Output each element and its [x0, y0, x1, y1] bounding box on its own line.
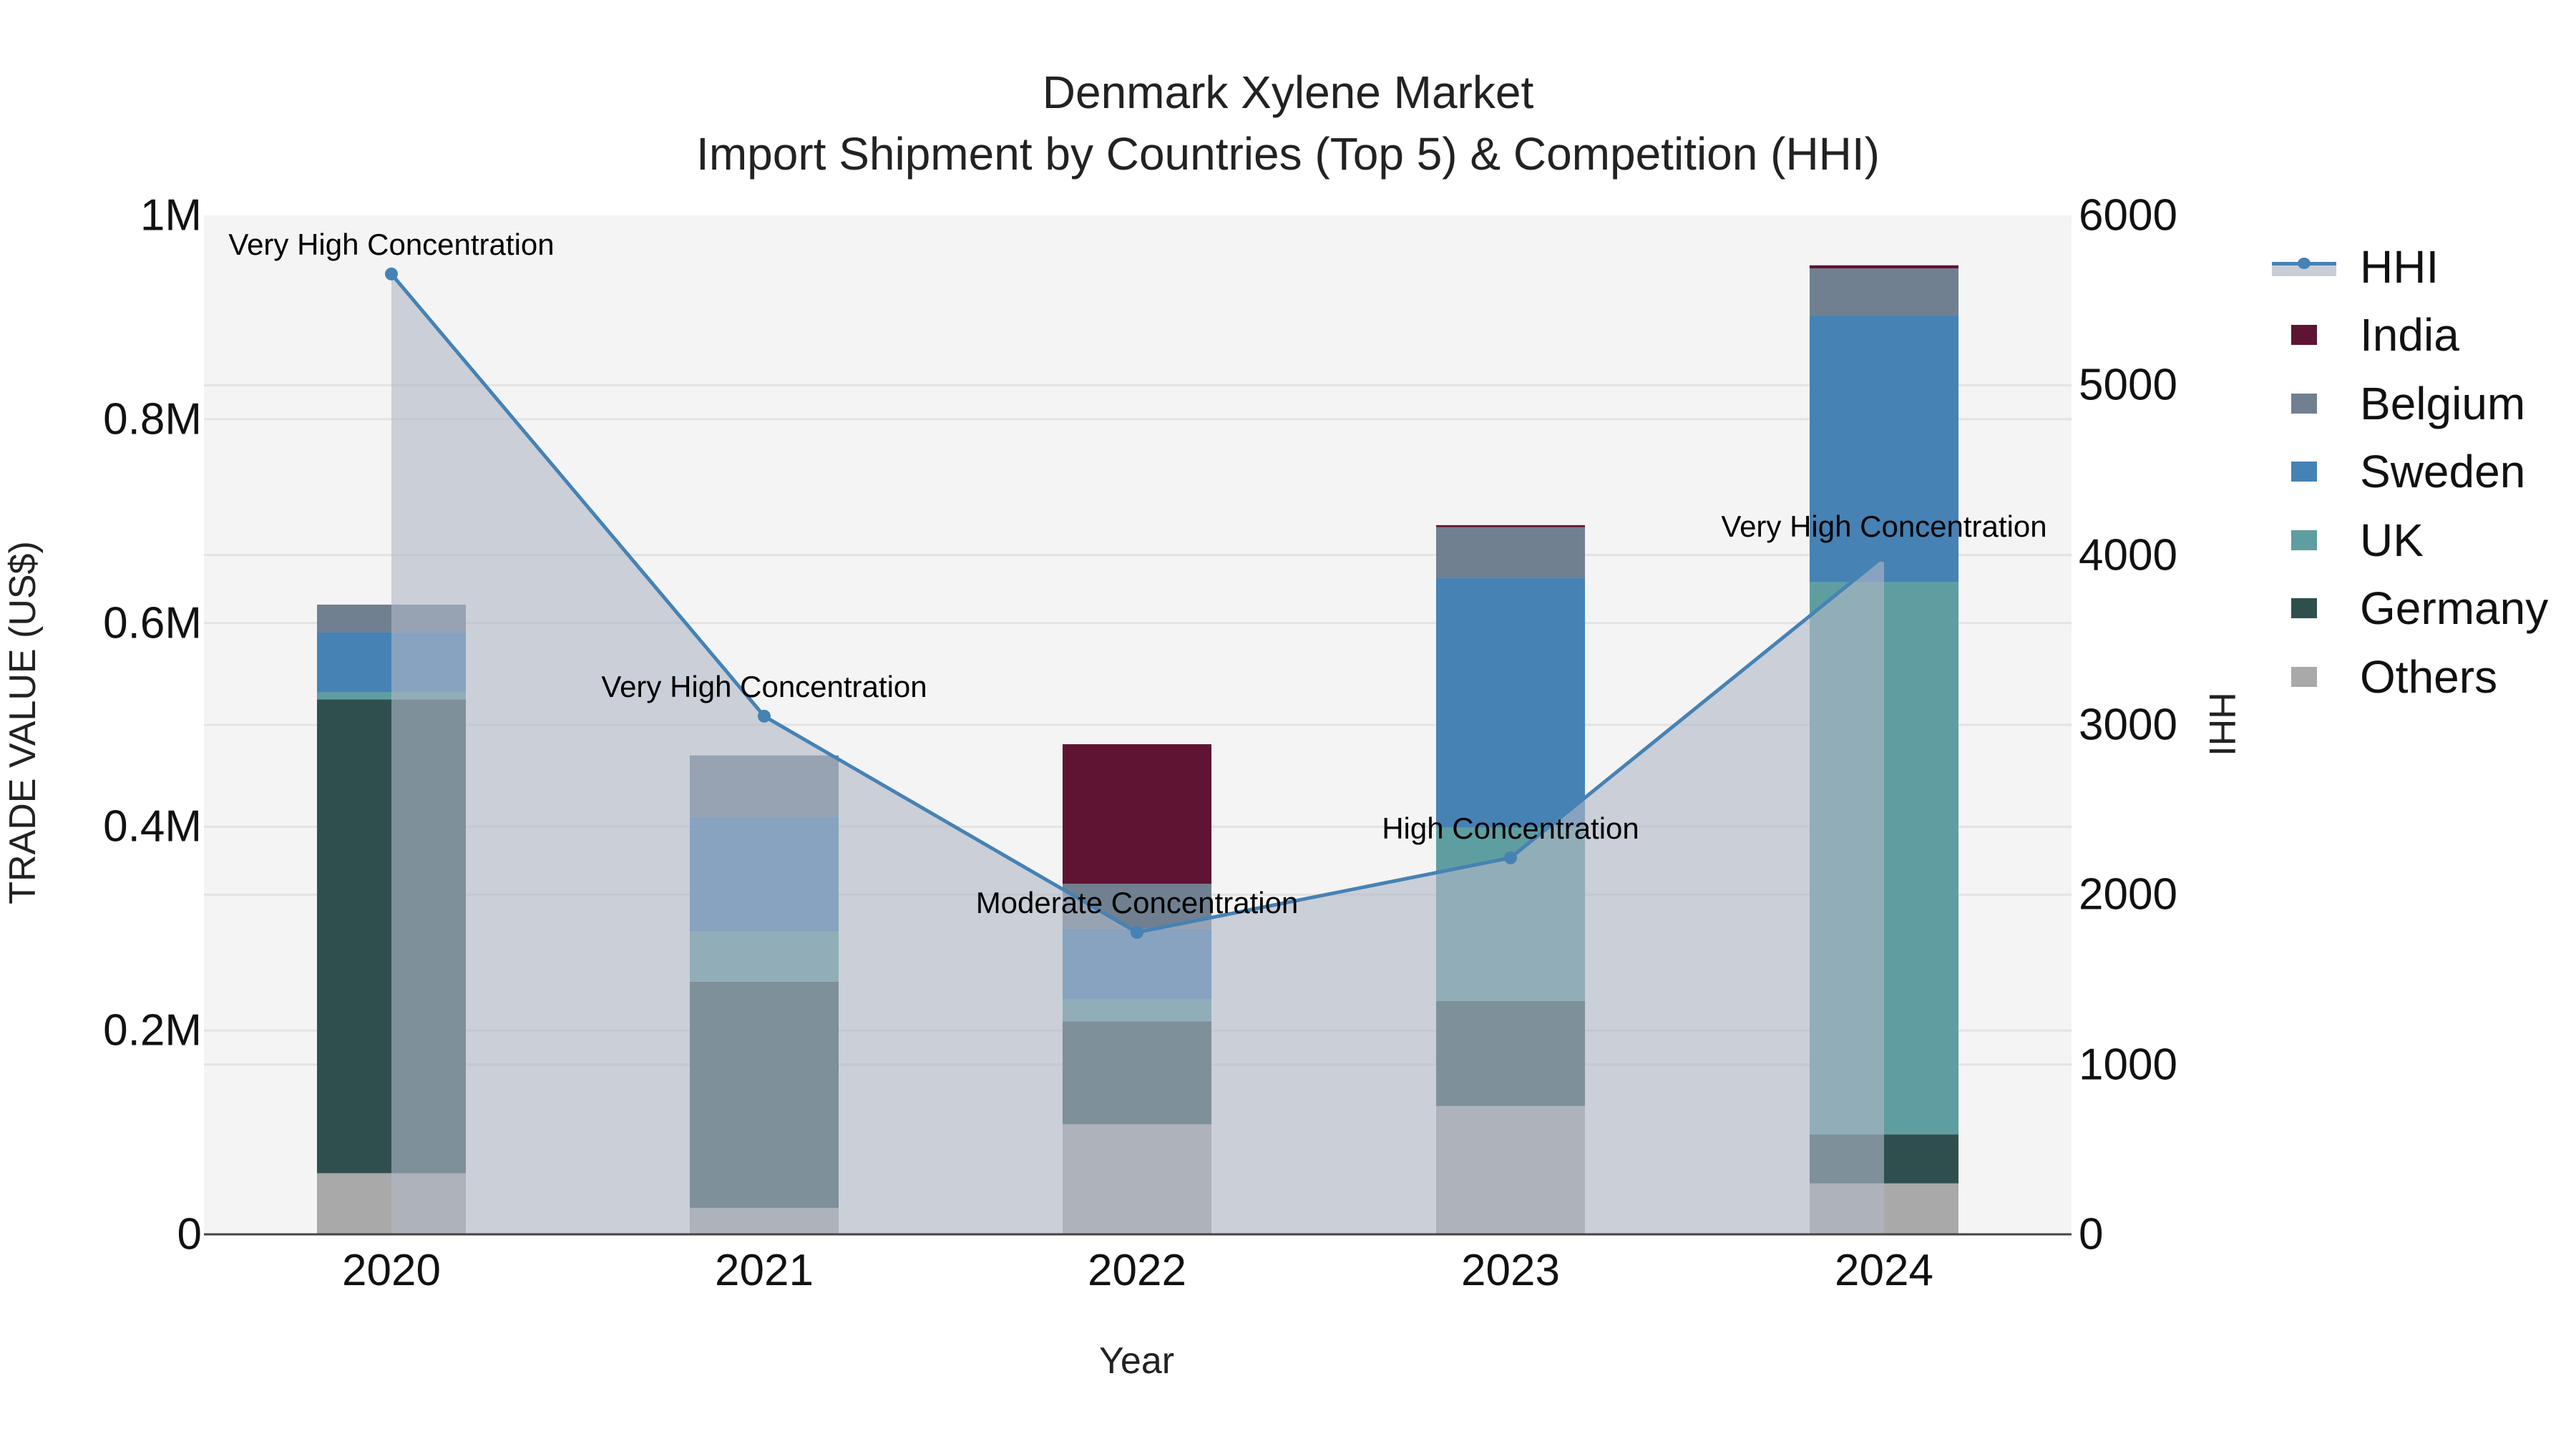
hhi-area — [391, 273, 1884, 1234]
hhi-point[interactable] — [758, 709, 771, 723]
color-swatch-icon — [2291, 530, 2317, 550]
y-left-tick-label: 0.8M — [103, 394, 202, 444]
y-right-tick-label: 5000 — [2079, 360, 2177, 410]
y-left-tick-label: 1M — [140, 190, 202, 240]
x-tick-label: 2021 — [715, 1246, 814, 1295]
color-swatch-icon — [2291, 598, 2317, 619]
bar-segment-india[interactable] — [1063, 744, 1211, 884]
bar-segment-belgium[interactable] — [1810, 268, 1958, 316]
y-left-tick-label: 0.2M — [103, 1005, 202, 1055]
legend-label: Sweden — [2360, 446, 2526, 498]
y-axis-right-title: HHI — [2201, 692, 2243, 756]
y-right-tick-label: 6000 — [2079, 190, 2177, 240]
legend-item-others[interactable]: Others — [2272, 643, 2548, 711]
hhi-annotation: Moderate Concentration — [975, 886, 1299, 920]
hhi-line-series — [385, 267, 1890, 1234]
chart-title-line1: Denmark Xylene Market — [1042, 67, 1534, 118]
bar-segment-sweden[interactable] — [1436, 577, 1585, 828]
line-marker-icon — [2272, 256, 2336, 278]
legend-label: India — [2360, 309, 2459, 361]
x-axis-title: Year — [1099, 1340, 1175, 1382]
hhi-point[interactable] — [1504, 851, 1517, 864]
x-tick-label: 2024 — [1835, 1246, 1933, 1295]
y-right-tick-label: 3000 — [2079, 700, 2177, 750]
bar-segment-india[interactable] — [1436, 525, 1585, 527]
legend-item-india[interactable]: India — [2272, 301, 2548, 370]
chart-title-line2: Import Shipment by Countries (Top 5) & C… — [696, 128, 1880, 180]
x-tick-label: 2022 — [1088, 1246, 1186, 1295]
color-swatch-icon — [2291, 325, 2317, 346]
legend-label: HHI — [2360, 240, 2439, 293]
legend-label: Germany — [2360, 582, 2549, 635]
hhi-annotation: Very High Concentration — [601, 669, 927, 703]
y-right-tick-label: 0 — [2079, 1209, 2104, 1259]
hhi-point[interactable] — [385, 267, 398, 280]
legend-item-germany[interactable]: Germany — [2272, 575, 2548, 643]
legend-item-uk[interactable]: UK — [2272, 506, 2548, 575]
bar-segment-belgium[interactable] — [1436, 527, 1585, 578]
color-swatch-icon — [2291, 393, 2317, 414]
color-swatch-icon — [2291, 462, 2317, 482]
y-left-tick-label: 0.6M — [103, 598, 202, 648]
y-right-tick-label: 2000 — [2079, 869, 2177, 919]
color-swatch-icon — [2291, 666, 2317, 687]
legend-item-sweden[interactable]: Sweden — [2272, 438, 2548, 507]
hhi-annotation: High Concentration — [1382, 811, 1639, 845]
legend-label: Others — [2360, 650, 2498, 703]
legend-label: Belgium — [2360, 377, 2526, 429]
bar-segment-sweden[interactable] — [1810, 315, 1958, 582]
x-tick-label: 2020 — [342, 1246, 441, 1295]
hhi-annotation: Very High Concentration — [228, 227, 555, 261]
y-axis-left-title: TRADE VALUE (US$) — [2, 541, 44, 904]
legend-item-hhi[interactable]: HHI — [2272, 233, 2548, 301]
hhi-point[interactable] — [1878, 549, 1890, 562]
legend-item-belgium[interactable]: Belgium — [2272, 369, 2548, 438]
legend-label: UK — [2360, 514, 2424, 566]
hhi-annotation: Very High Concentration — [1721, 509, 2047, 543]
bar-segment-india[interactable] — [1810, 265, 1958, 269]
y-left-tick-label: 0 — [177, 1209, 202, 1259]
hhi-point[interactable] — [1131, 926, 1143, 940]
y-right-tick-label: 1000 — [2079, 1040, 2177, 1090]
legend: HHI India Belgium Sweden UK Germany Others — [2272, 233, 2548, 711]
y-right-tick-label: 4000 — [2079, 530, 2177, 580]
y-left-tick-label: 0.4M — [103, 801, 202, 852]
x-tick-label: 2023 — [1461, 1246, 1560, 1295]
